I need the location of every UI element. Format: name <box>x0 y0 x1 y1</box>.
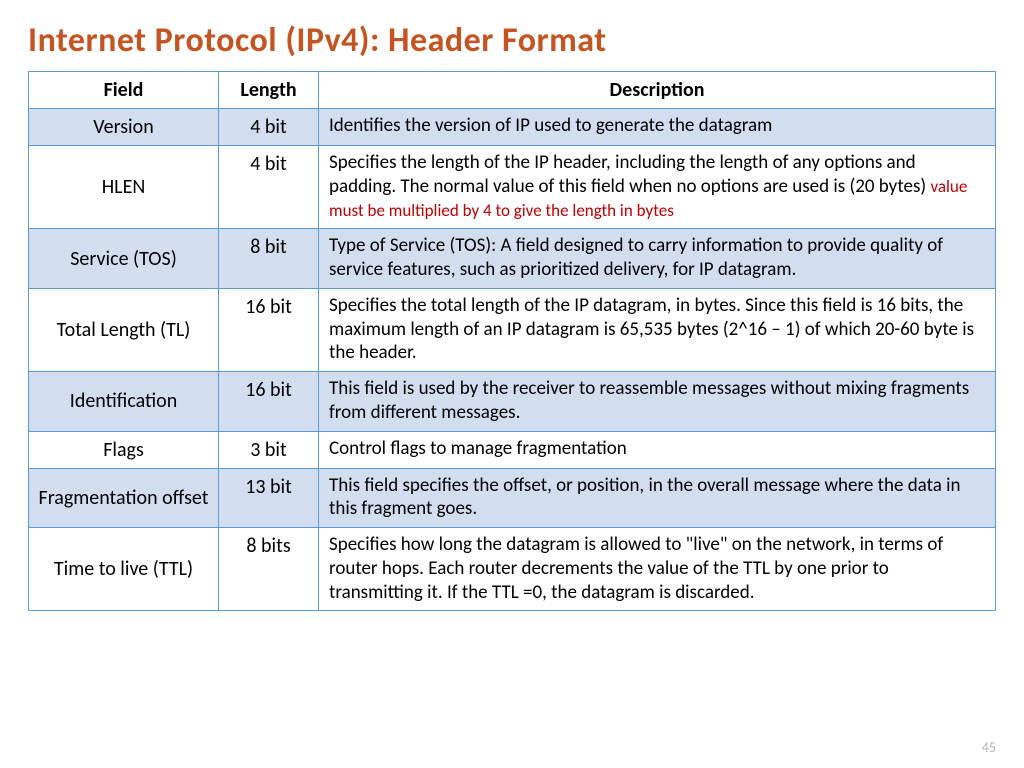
table-row: Fragmentation offset13 bitThis field spe… <box>29 468 996 528</box>
description-text: Identifies the version of IP used to gen… <box>329 114 772 137</box>
col-header-field: Field <box>29 72 219 109</box>
ipv4-header-table: Field Length Description Version4 bit Ide… <box>28 71 996 611</box>
description-text: This field is used by the receiver to re… <box>329 377 969 424</box>
description-cell: Type of Service (TOS): A field designed … <box>319 229 996 289</box>
description-cell: This field is used by the receiver to re… <box>319 372 996 432</box>
description-text: Specifies the length of the IP header, i… <box>329 151 930 198</box>
length-cell: 16 bit <box>219 372 319 432</box>
description-cell: This field specifies the offset, or posi… <box>319 468 996 528</box>
length-cell: 3 bit <box>219 431 319 468</box>
slide: Internet Protocol (IPv4): Header Format … <box>0 0 1024 768</box>
length-cell: 8 bits <box>219 528 319 611</box>
table-row: Identification16 bitThis field is used b… <box>29 372 996 432</box>
length-cell: 4 bit <box>219 109 319 146</box>
col-header-description: Description <box>319 72 996 109</box>
description-cell: Specifies the length of the IP header, i… <box>319 146 996 229</box>
length-cell: 13 bit <box>219 468 319 528</box>
field-cell: HLEN <box>29 146 219 229</box>
field-cell: Version <box>29 109 219 146</box>
table-row: Total Length (TL)16 bitSpecifies the tot… <box>29 288 996 371</box>
description-cell: Specifies the total length of the IP dat… <box>319 288 996 371</box>
field-cell: Total Length (TL) <box>29 288 219 371</box>
description-cell: Control flags to manage fragmentation <box>319 431 996 468</box>
length-cell: 8 bit <box>219 229 319 289</box>
description-text: Type of Service (TOS): A field designed … <box>329 234 943 281</box>
description-cell: Specifies how long the datagram is allow… <box>319 528 996 611</box>
table-row: HLEN4 bitSpecifies the length of the IP … <box>29 146 996 229</box>
field-cell: Identification <box>29 372 219 432</box>
description-text: Specifies the total length of the IP dat… <box>329 294 974 365</box>
description-text: This field specifies the offset, or posi… <box>329 474 960 521</box>
page-title: Internet Protocol (IPv4): Header Format <box>28 20 996 61</box>
table-row: Service (TOS)8 bitType of Service (TOS):… <box>29 229 996 289</box>
page-number: 45 <box>982 739 996 756</box>
table-header-row: Field Length Description <box>29 72 996 109</box>
field-cell: Flags <box>29 431 219 468</box>
field-cell: Service (TOS) <box>29 229 219 289</box>
field-cell: Fragmentation offset <box>29 468 219 528</box>
description-cell: Identifies the version of IP used to gen… <box>319 109 996 146</box>
field-cell: Time to live (TTL) <box>29 528 219 611</box>
description-text: Specifies how long the datagram is allow… <box>329 533 943 604</box>
length-cell: 4 bit <box>219 146 319 229</box>
table-row: Version4 bit Identifies the version of IP… <box>29 109 996 146</box>
table-row: Flags3 bit Control flags to manage fragme… <box>29 431 996 468</box>
length-cell: 16 bit <box>219 288 319 371</box>
col-header-length: Length <box>219 72 319 109</box>
table-row: Time to live (TTL)8 bitsSpecifies how lo… <box>29 528 996 611</box>
description-text: Control flags to manage fragmentation <box>329 437 627 460</box>
